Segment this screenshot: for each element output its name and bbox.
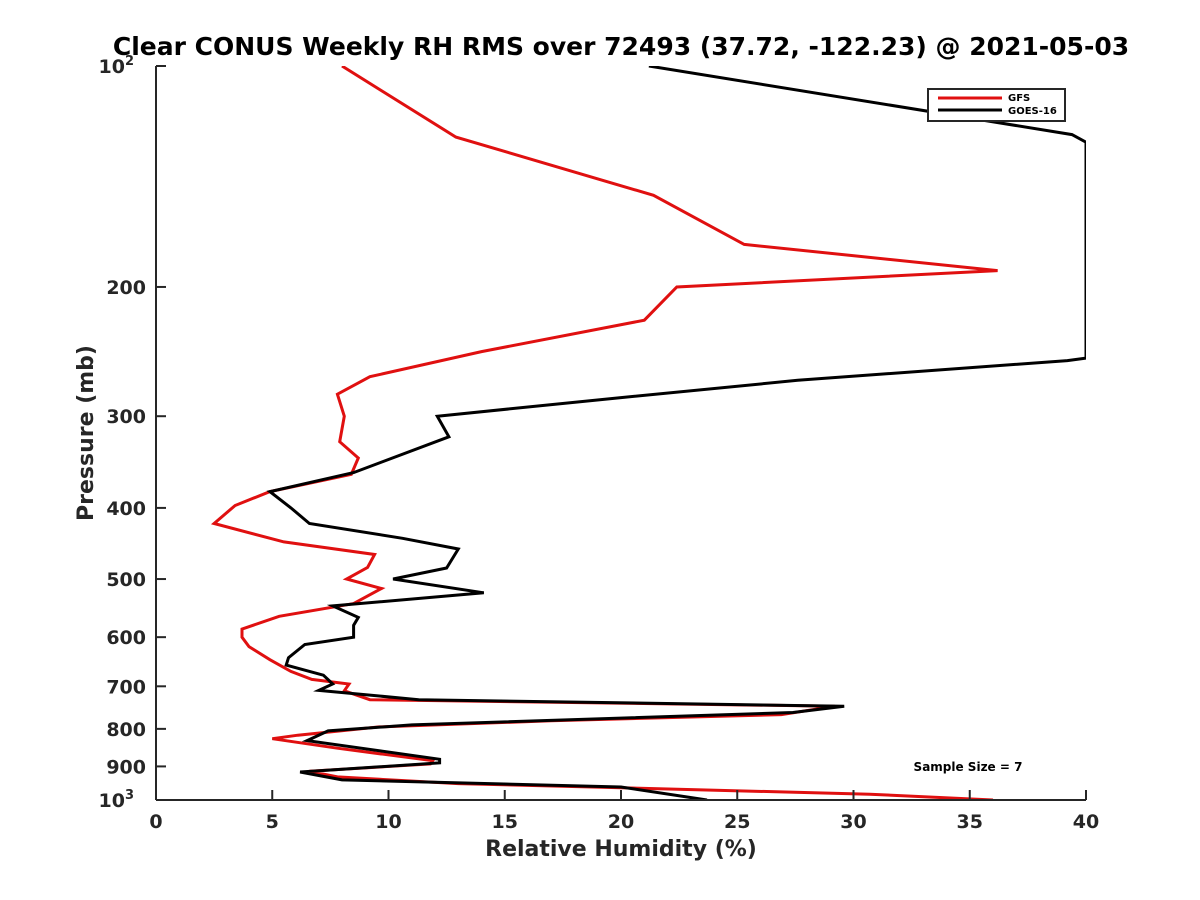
- x-tick-label: 35: [957, 811, 983, 833]
- x-axis-label: Relative Humidity (%): [485, 837, 757, 862]
- chart-title: Clear CONUS Weekly RH RMS over 72493 (37…: [113, 32, 1129, 61]
- legend-box: [927, 88, 1066, 122]
- x-tick-label: 40: [1073, 811, 1099, 833]
- x-tick-label: 15: [492, 811, 518, 833]
- y-tick-label: 400: [106, 498, 146, 520]
- legend-label-gfs: GFS: [1008, 93, 1030, 104]
- y-tick-label: 103: [99, 788, 135, 812]
- y-tick-label: 600: [106, 627, 146, 649]
- y-tick-label: 102: [99, 54, 135, 78]
- x-tick-label: 10: [375, 811, 401, 833]
- y-tick-label: 900: [106, 756, 146, 778]
- series-line-goes-16: [266, 66, 1086, 800]
- y-tick-label: 700: [106, 676, 146, 698]
- x-tick-label: 30: [840, 811, 866, 833]
- y-tick-label: 800: [106, 719, 146, 741]
- x-tick-label: 5: [266, 811, 279, 833]
- series-layer: [210, 66, 1086, 800]
- y-tick-label: 200: [106, 277, 146, 299]
- legend: GFS GOES-16: [927, 88, 1066, 122]
- y-tick-label: 300: [106, 406, 146, 428]
- x-tick-label: 25: [724, 811, 750, 833]
- x-axis-ticks: 0 5 10 15 20 25 30 35 40: [149, 790, 1099, 833]
- y-axis-ticks: 102 200 300 400 500 600 700 800 900 103: [99, 54, 166, 812]
- x-tick-label: 0: [149, 811, 162, 833]
- sample-size-annotation: Sample Size = 7: [914, 760, 1023, 774]
- x-tick-label: 20: [608, 811, 634, 833]
- legend-label-goes-16: GOES-16: [1008, 106, 1057, 117]
- series-line-gfs: [210, 66, 998, 800]
- y-tick-label: 500: [106, 569, 146, 591]
- y-axis-label: Pressure (mb): [74, 345, 99, 521]
